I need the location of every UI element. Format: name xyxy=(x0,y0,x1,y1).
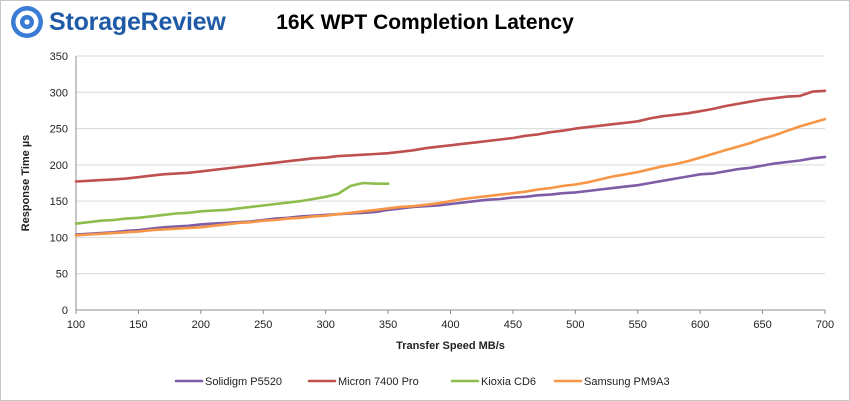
x-tick-labels: 100 150 200 250 300 350 400 450 500 550 600 650 700 xyxy=(67,319,834,331)
y-tick-label-0: 0 xyxy=(62,305,68,317)
x-axis-label: Transfer Speed MB/s xyxy=(396,340,505,352)
y-tick-label-150: 150 xyxy=(50,196,68,208)
x-tick-label-650: 650 xyxy=(753,319,771,331)
legend: Solidigm P5520 Micron 7400 Pro Kioxia CD6 S… xyxy=(174,376,670,388)
y-tick-label-300: 300 xyxy=(50,87,68,99)
y-tick-label-250: 250 xyxy=(50,124,68,136)
x-tick-label-350: 350 xyxy=(379,319,397,331)
y-tick-label-100: 100 xyxy=(50,232,68,244)
y-tick-label-200: 200 xyxy=(50,160,68,172)
x-tick-label-600: 600 xyxy=(691,319,709,331)
x-tick-label-450: 450 xyxy=(504,319,522,331)
x-tick-label-700: 700 xyxy=(816,319,834,331)
series-line-kioxia-cd6 xyxy=(74,181,390,225)
axes xyxy=(75,56,826,314)
x-tick-label-100: 100 xyxy=(67,319,85,331)
y-axis-label: Response Time µs xyxy=(20,135,32,232)
storagereview-logo: StorageReview xyxy=(10,4,226,40)
legend-label-solidigm-p5520: Solidigm P5520 xyxy=(205,376,282,388)
brand-name: StorageReview xyxy=(49,7,226,36)
grid-lines xyxy=(76,55,825,275)
chart-title-text: 16K WPT Completion Latency xyxy=(276,11,574,34)
legend-label-samsung-pm9a3: Samsung PM9A3 xyxy=(584,376,670,388)
y-tick-label-50: 50 xyxy=(56,269,68,281)
x-tick-label-550: 550 xyxy=(629,319,647,331)
y-tick-labels: 0 50 100 150 200 250 300 350 xyxy=(50,51,68,317)
x-tick-label-500: 500 xyxy=(566,319,584,331)
legend-label-kioxia-cd6: Kioxia CD6 xyxy=(481,376,536,388)
x-tick-label-150: 150 xyxy=(129,319,147,331)
legend-label-micron-7400-pro: Micron 7400 Pro xyxy=(338,376,419,388)
x-tick-label-250: 250 xyxy=(254,319,272,331)
series-line-solidigm-p5520 xyxy=(74,155,827,236)
series-line-micron-7400-pro xyxy=(74,89,827,183)
series-lines xyxy=(74,89,827,237)
chart-title: 16K WPT Completion Latency xyxy=(0,11,850,35)
y-tick-label-350: 350 xyxy=(50,51,68,63)
x-tick-label-400: 400 xyxy=(441,319,459,331)
series-line-samsung-pm9a3 xyxy=(74,117,827,237)
x-tick-label-300: 300 xyxy=(316,319,334,331)
x-tick-label-200: 200 xyxy=(192,319,210,331)
storagereview-logo-icon xyxy=(11,6,43,38)
